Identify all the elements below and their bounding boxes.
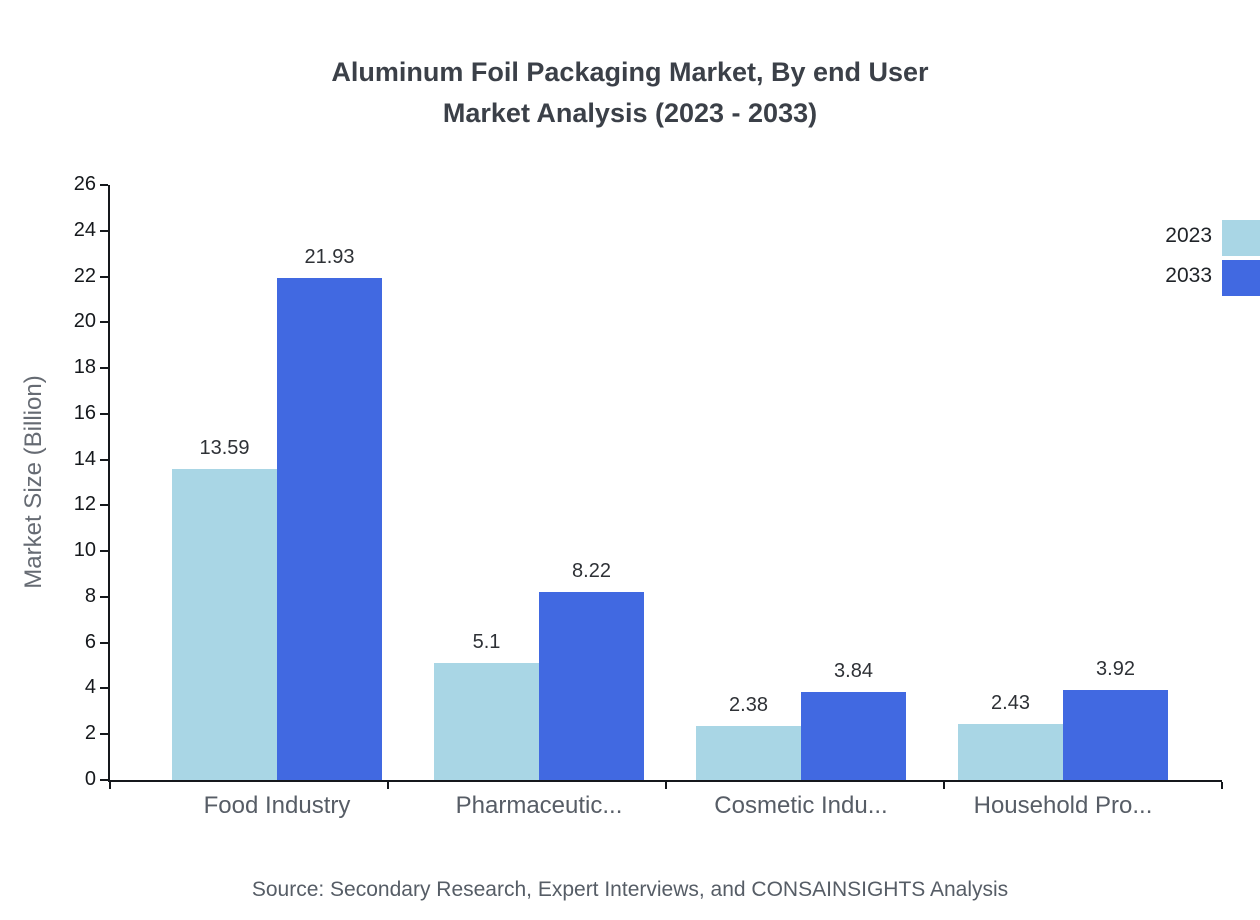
- y-tick: [100, 779, 108, 781]
- y-tick: [100, 184, 108, 186]
- legend-label-2023: 2023: [1165, 224, 1212, 247]
- category-label-pharmaceutic: Pharmaceutic...: [455, 792, 623, 819]
- bar-2033-pharmaceutic: [539, 591, 644, 780]
- y-tick-label: 16: [73, 401, 96, 424]
- bar-2033-food-industry: [277, 278, 382, 780]
- y-tick: [100, 687, 108, 690]
- y-tick-label: 6: [84, 630, 96, 653]
- category-label-food-industry: Food Industry: [203, 792, 351, 819]
- chart-title-line1: Aluminum Foil Packaging Market, By end U…: [331, 57, 929, 87]
- bar-value-label: 2.43: [991, 692, 1030, 715]
- x-axis-line: [108, 780, 1222, 782]
- x-tick: [943, 782, 945, 789]
- y-tick: [100, 595, 108, 598]
- bar-value-label: 3.84: [834, 660, 873, 683]
- y-tick-label: 0: [84, 768, 96, 790]
- y-tick: [100, 275, 108, 278]
- bar-2023-cosmetic-indu: [696, 725, 801, 780]
- y-tick: [100, 367, 108, 370]
- y-tick-label: 24: [73, 218, 96, 241]
- bar-2033-cosmetic-indu: [801, 692, 906, 780]
- bar-2023-pharmaceutic: [434, 663, 539, 780]
- category-label-household-pro: Household Pro...: [973, 792, 1153, 819]
- y-tick-label: 12: [73, 493, 96, 516]
- y-tick: [100, 229, 108, 232]
- source-note: Source: Secondary Research, Expert Inter…: [251, 878, 1009, 901]
- y-tick-label: 4: [84, 676, 96, 699]
- category-label-cosmetic-indu: Cosmetic Indu...: [714, 792, 888, 819]
- bar-value-label: 5.1: [472, 631, 501, 654]
- bar-value-label: 2.38: [729, 693, 768, 716]
- y-tick: [100, 504, 108, 507]
- legend-swatch-2033: [1222, 260, 1260, 296]
- chart-title-line2: Market Analysis (2023 - 2033): [442, 98, 818, 128]
- y-tick: [100, 641, 108, 644]
- y-tick-label: 10: [73, 539, 96, 562]
- bar-value-label: 13.59: [199, 436, 250, 459]
- y-tick-label: 22: [73, 264, 96, 287]
- y-tick-label: 18: [73, 356, 96, 379]
- y-tick: [100, 321, 108, 324]
- bar-2023-food-industry: [172, 468, 277, 780]
- bar-value-label: 3.92: [1096, 658, 1135, 681]
- x-tick: [665, 782, 667, 789]
- bar-2023-household-pro: [958, 724, 1063, 780]
- y-tick: [100, 733, 108, 736]
- y-tick: [100, 550, 108, 553]
- y-tick-label: 20: [73, 310, 96, 333]
- legend-swatch-2023: [1222, 220, 1260, 256]
- y-tick: [100, 412, 108, 415]
- y-tick-label: 14: [73, 447, 96, 470]
- y-tick-label: 26: [73, 173, 96, 195]
- x-tick: [387, 782, 389, 789]
- bar-2033-household-pro: [1063, 690, 1168, 780]
- bar-value-label: 21.93: [304, 246, 355, 269]
- y-tick-label: 8: [84, 584, 96, 607]
- chart-title: Aluminum Foil Packaging Market, By end U…: [0, 52, 1260, 134]
- y-tick-label: 2: [84, 722, 96, 745]
- y-tick: [100, 458, 108, 461]
- bar-value-label: 8.22: [572, 559, 611, 582]
- x-tick: [109, 782, 111, 789]
- x-tick: [1221, 782, 1223, 789]
- legend-label-2033: 2033: [1165, 264, 1212, 287]
- y-axis-line: [108, 185, 110, 782]
